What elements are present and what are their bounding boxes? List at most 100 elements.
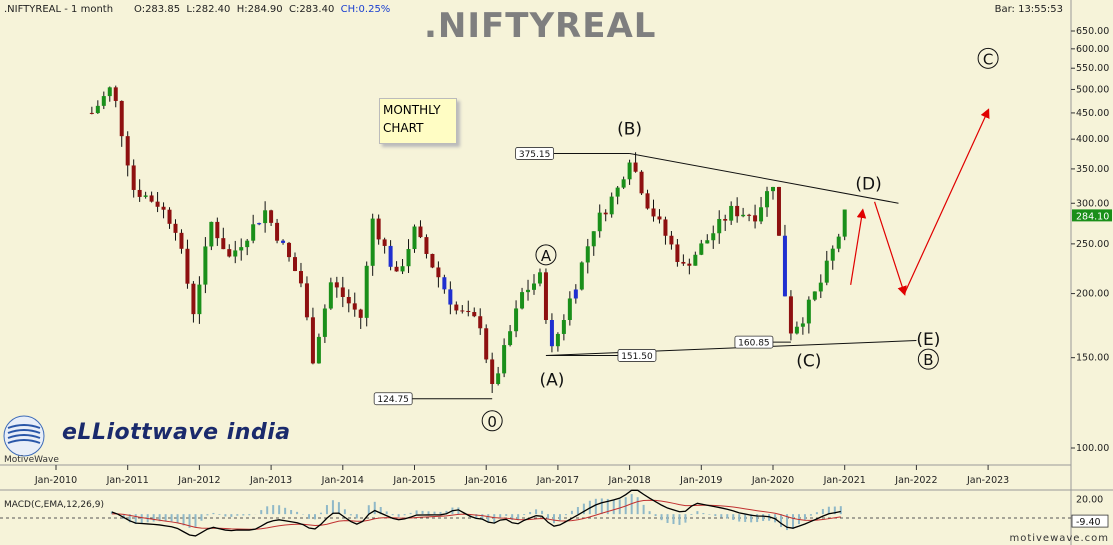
candle-body bbox=[167, 209, 172, 224]
candle-body bbox=[717, 218, 722, 234]
candle-body bbox=[113, 87, 118, 101]
candle-body bbox=[197, 284, 202, 315]
candle-body bbox=[376, 218, 381, 240]
candle-body bbox=[681, 261, 686, 264]
candle-body bbox=[567, 298, 572, 321]
candle-body bbox=[633, 162, 638, 172]
chart-title: .NIFTYREAL bbox=[424, 6, 657, 46]
candle-body bbox=[442, 277, 447, 290]
candle-body bbox=[239, 247, 244, 251]
macd-last-box bbox=[1071, 514, 1109, 528]
candle-body bbox=[131, 165, 136, 190]
wave-label: (D) bbox=[855, 174, 881, 194]
monthly-chart-note: MONTHLY CHART bbox=[379, 98, 457, 144]
candle-body bbox=[645, 193, 650, 209]
candle-body bbox=[639, 171, 644, 194]
wave-label: B bbox=[923, 351, 933, 369]
candle-body bbox=[358, 309, 363, 318]
candle-body bbox=[346, 297, 351, 304]
candle-body bbox=[370, 218, 375, 266]
last-price-box bbox=[1072, 209, 1112, 222]
y-tick-label: 250.00 bbox=[1076, 239, 1109, 250]
candle-body bbox=[537, 272, 542, 284]
price-label: 124.75 bbox=[377, 395, 409, 405]
globe-band bbox=[7, 439, 41, 444]
candle-body bbox=[759, 207, 764, 222]
candle-body bbox=[137, 189, 142, 197]
y-tick-label: 300.00 bbox=[1076, 198, 1109, 209]
candle-body bbox=[227, 249, 232, 257]
candle-body bbox=[179, 232, 184, 249]
candle-body bbox=[687, 263, 692, 266]
candle-body bbox=[203, 246, 208, 285]
candle-body bbox=[269, 210, 274, 223]
candle-body bbox=[436, 267, 441, 278]
candle-body bbox=[794, 326, 799, 334]
price-label-box bbox=[515, 147, 554, 160]
candle-body bbox=[406, 249, 411, 267]
y-tick-label: 150.00 bbox=[1076, 353, 1109, 364]
y-tick-label: 400.00 bbox=[1076, 134, 1109, 145]
motivewave-globe-icon bbox=[3, 415, 45, 457]
price-axis: 650.00 600.00 550.00 500.00 450.00 400.00 350.… bbox=[1071, 26, 1112, 454]
candle-body bbox=[364, 265, 369, 318]
x-tick-label: Jan-2011 bbox=[106, 475, 149, 486]
symbol-label: .NIFTYREAL - 1 month bbox=[4, 4, 114, 15]
candle-body bbox=[830, 248, 835, 261]
wave-label: C bbox=[983, 50, 993, 68]
wave-label-circle bbox=[535, 244, 557, 266]
candle-body bbox=[741, 214, 746, 217]
note-line-1: MONTHLY bbox=[383, 103, 441, 117]
candle-body bbox=[776, 186, 781, 236]
x-tick-label: Jan-2021 bbox=[823, 475, 866, 486]
candle-body bbox=[836, 236, 841, 249]
candle-body bbox=[711, 233, 716, 241]
candle-body bbox=[454, 304, 459, 311]
candle-body bbox=[615, 187, 620, 197]
wave-label: (E) bbox=[916, 330, 940, 350]
x-tick-label: Jan-2012 bbox=[177, 475, 220, 486]
candle-body bbox=[824, 260, 829, 283]
change-value: CH:0.25% bbox=[340, 4, 391, 15]
candle-body bbox=[310, 317, 315, 364]
site-url: motivewave.com bbox=[1009, 533, 1109, 544]
open-value: O:283.85 bbox=[134, 4, 181, 15]
candle-body bbox=[173, 223, 178, 233]
y-tick-label: 450.00 bbox=[1076, 108, 1109, 119]
candle-body bbox=[424, 237, 429, 254]
candle-body bbox=[663, 219, 668, 236]
x-tick-label: Jan-2020 bbox=[751, 475, 794, 486]
x-tick-label: Jan-2022 bbox=[894, 475, 937, 486]
candle-body bbox=[233, 250, 238, 257]
projection-arrow bbox=[903, 108, 990, 294]
candle-body bbox=[394, 266, 399, 272]
candle-body bbox=[418, 226, 423, 238]
wave-label: (A) bbox=[539, 370, 564, 390]
candle-body bbox=[609, 196, 614, 215]
macd-panel: 20.00 -9.40 bbox=[110, 489, 1109, 537]
candle-body bbox=[508, 331, 513, 346]
candle-body bbox=[723, 218, 728, 221]
candle-body bbox=[747, 214, 752, 216]
x-tick-label: Jan-2015 bbox=[392, 475, 435, 486]
candle-body bbox=[627, 162, 632, 180]
candle-body bbox=[287, 242, 292, 258]
candle-body bbox=[400, 266, 405, 272]
y-tick-label: 100.00 bbox=[1076, 443, 1109, 454]
candle-body bbox=[466, 310, 471, 313]
candle-body bbox=[430, 253, 435, 268]
candle-body bbox=[555, 333, 560, 347]
platform-name: MotiveWave bbox=[4, 455, 59, 465]
candle-body bbox=[705, 240, 710, 244]
trendlines bbox=[545, 152, 917, 356]
candle-body bbox=[693, 254, 698, 266]
candle-body bbox=[573, 289, 578, 299]
candle-body bbox=[149, 195, 154, 202]
trendline bbox=[629, 152, 899, 204]
x-tick-label: Jan-2010 bbox=[34, 475, 77, 486]
candle-body bbox=[735, 205, 740, 217]
macd-line bbox=[111, 489, 841, 537]
candle-body bbox=[579, 262, 584, 290]
price-label: 375.15 bbox=[519, 150, 551, 160]
